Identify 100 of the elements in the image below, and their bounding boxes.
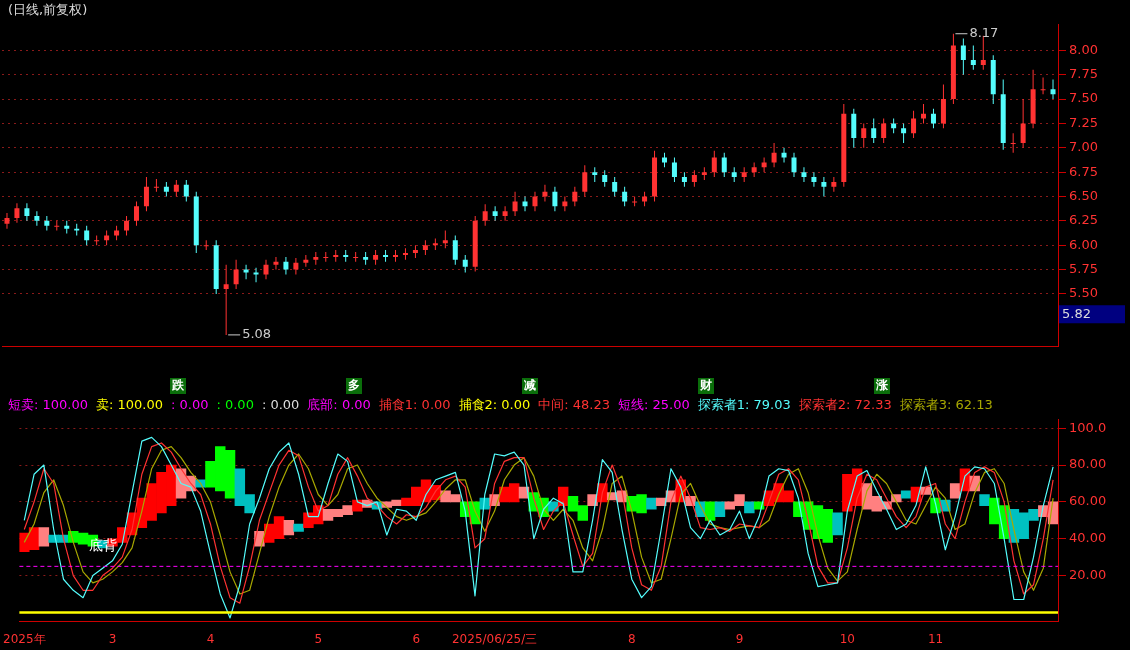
text: 底部: 0.00 <box>307 397 371 413</box>
candlestick <box>273 256 279 270</box>
candlestick <box>701 167 707 180</box>
bar <box>38 527 50 547</box>
candlestick <box>592 167 598 182</box>
candlestick <box>44 216 50 231</box>
candlestick <box>333 250 339 262</box>
candlestick <box>492 206 498 221</box>
text: 短线: 25.00 <box>618 397 690 413</box>
text: 多 <box>348 378 360 393</box>
candlestick <box>980 35 986 70</box>
x-tick-label: 8 <box>627 631 636 646</box>
text: 减 <box>524 378 536 393</box>
candlestick <box>901 123 907 143</box>
candlestick <box>801 167 807 182</box>
bar <box>979 494 990 506</box>
y-tick-label: 7.00 <box>1069 139 1098 155</box>
x-tick-label: 11 <box>927 631 944 646</box>
text: : 0.00 <box>216 397 254 413</box>
y-tick-label: 8.00 <box>1069 41 1098 57</box>
candlestick <box>94 235 100 246</box>
candlestick <box>343 250 349 262</box>
candlestick <box>313 252 319 265</box>
bar <box>900 490 912 499</box>
x-tick-label: 9 <box>735 631 744 646</box>
candlestick <box>323 252 329 262</box>
y-tick-label: 7.50 <box>1069 90 1098 106</box>
annotation: 5.08 <box>242 326 272 342</box>
y-tick-label: 5.50 <box>1069 285 1098 301</box>
x-tick-label: 5 <box>314 631 323 646</box>
text: 卖: 100.00 <box>96 397 163 413</box>
y-tick-label: 100.0 <box>1069 419 1107 435</box>
candlestick <box>811 172 817 187</box>
bar <box>744 501 755 514</box>
bar <box>832 512 843 536</box>
candlestick <box>203 240 209 251</box>
candlestick <box>1040 77 1046 95</box>
text: 捕食1: 0.00 <box>378 397 451 413</box>
text: 中间: 48.23 <box>538 397 611 413</box>
bar <box>293 523 304 532</box>
x-tick-label: 4 <box>206 631 215 646</box>
x-tick-label: 3 <box>108 631 117 646</box>
candlestick <box>34 211 40 226</box>
x-tick-label: 10 <box>839 631 855 646</box>
bar <box>949 483 961 499</box>
x-tick-label: 2025年 <box>3 631 46 646</box>
candlestick <box>223 264 229 335</box>
text: 跌 <box>171 378 185 393</box>
candlestick <box>970 45 976 70</box>
y-tick-label: 40.00 <box>1069 530 1107 546</box>
candlestick <box>402 248 408 260</box>
candlestick <box>303 254 309 267</box>
candlestick <box>74 223 80 236</box>
candlestick <box>741 167 747 182</box>
bar <box>714 501 726 517</box>
text: : 0.00 <box>261 397 300 413</box>
y-tick-label: 80.00 <box>1069 456 1107 472</box>
candlestick <box>373 250 379 265</box>
candlestick <box>64 220 70 234</box>
candlestick <box>153 178 159 192</box>
candlestick <box>502 206 508 221</box>
text: 探索者1: 79.03 <box>697 397 791 413</box>
y-tick-label: 6.75 <box>1069 163 1098 179</box>
candlestick <box>432 238 438 251</box>
x-tick-label: 2025/06/25/三 <box>451 631 538 646</box>
candlestick <box>54 220 60 231</box>
candlestick <box>163 181 169 197</box>
candlestick <box>363 252 369 265</box>
annotation: 8.17 <box>969 25 999 41</box>
bar <box>704 501 716 521</box>
text: 探索者3: 62.13 <box>899 397 993 413</box>
candlestick <box>383 250 389 262</box>
y-tick-label: 60.00 <box>1069 493 1107 509</box>
annotation: 底背 <box>89 536 118 553</box>
y-tick-label: 5.75 <box>1069 260 1098 276</box>
text: 5.82 <box>1062 305 1091 321</box>
candlestick <box>731 167 737 182</box>
text: : 0.00 <box>171 397 209 413</box>
text: 涨 <box>875 378 889 393</box>
candlestick <box>422 240 428 255</box>
candlestick <box>412 245 418 258</box>
text: 捕食2: 0.00 <box>458 397 531 413</box>
candlestick <box>442 230 448 249</box>
candlestick <box>831 177 837 192</box>
y-tick-label: 6.50 <box>1069 187 1098 203</box>
chart-title: (日线,前复权) <box>8 2 88 18</box>
x-tick-label: 6 <box>412 631 421 646</box>
y-tick-label: 6.25 <box>1069 212 1098 228</box>
y-tick-label: 20.00 <box>1069 566 1107 582</box>
candlestick <box>243 264 249 280</box>
candlestick <box>1010 133 1016 153</box>
candlestick <box>821 177 827 197</box>
y-tick-label: 7.75 <box>1069 66 1098 82</box>
text: 探索者2: 72.33 <box>798 397 892 413</box>
text: 短卖: 100.00 <box>8 397 88 413</box>
candlestick <box>751 162 757 178</box>
bar <box>646 497 657 510</box>
candlestick <box>353 252 359 262</box>
y-tick-label: 7.25 <box>1069 114 1098 130</box>
candlestick <box>393 250 399 262</box>
